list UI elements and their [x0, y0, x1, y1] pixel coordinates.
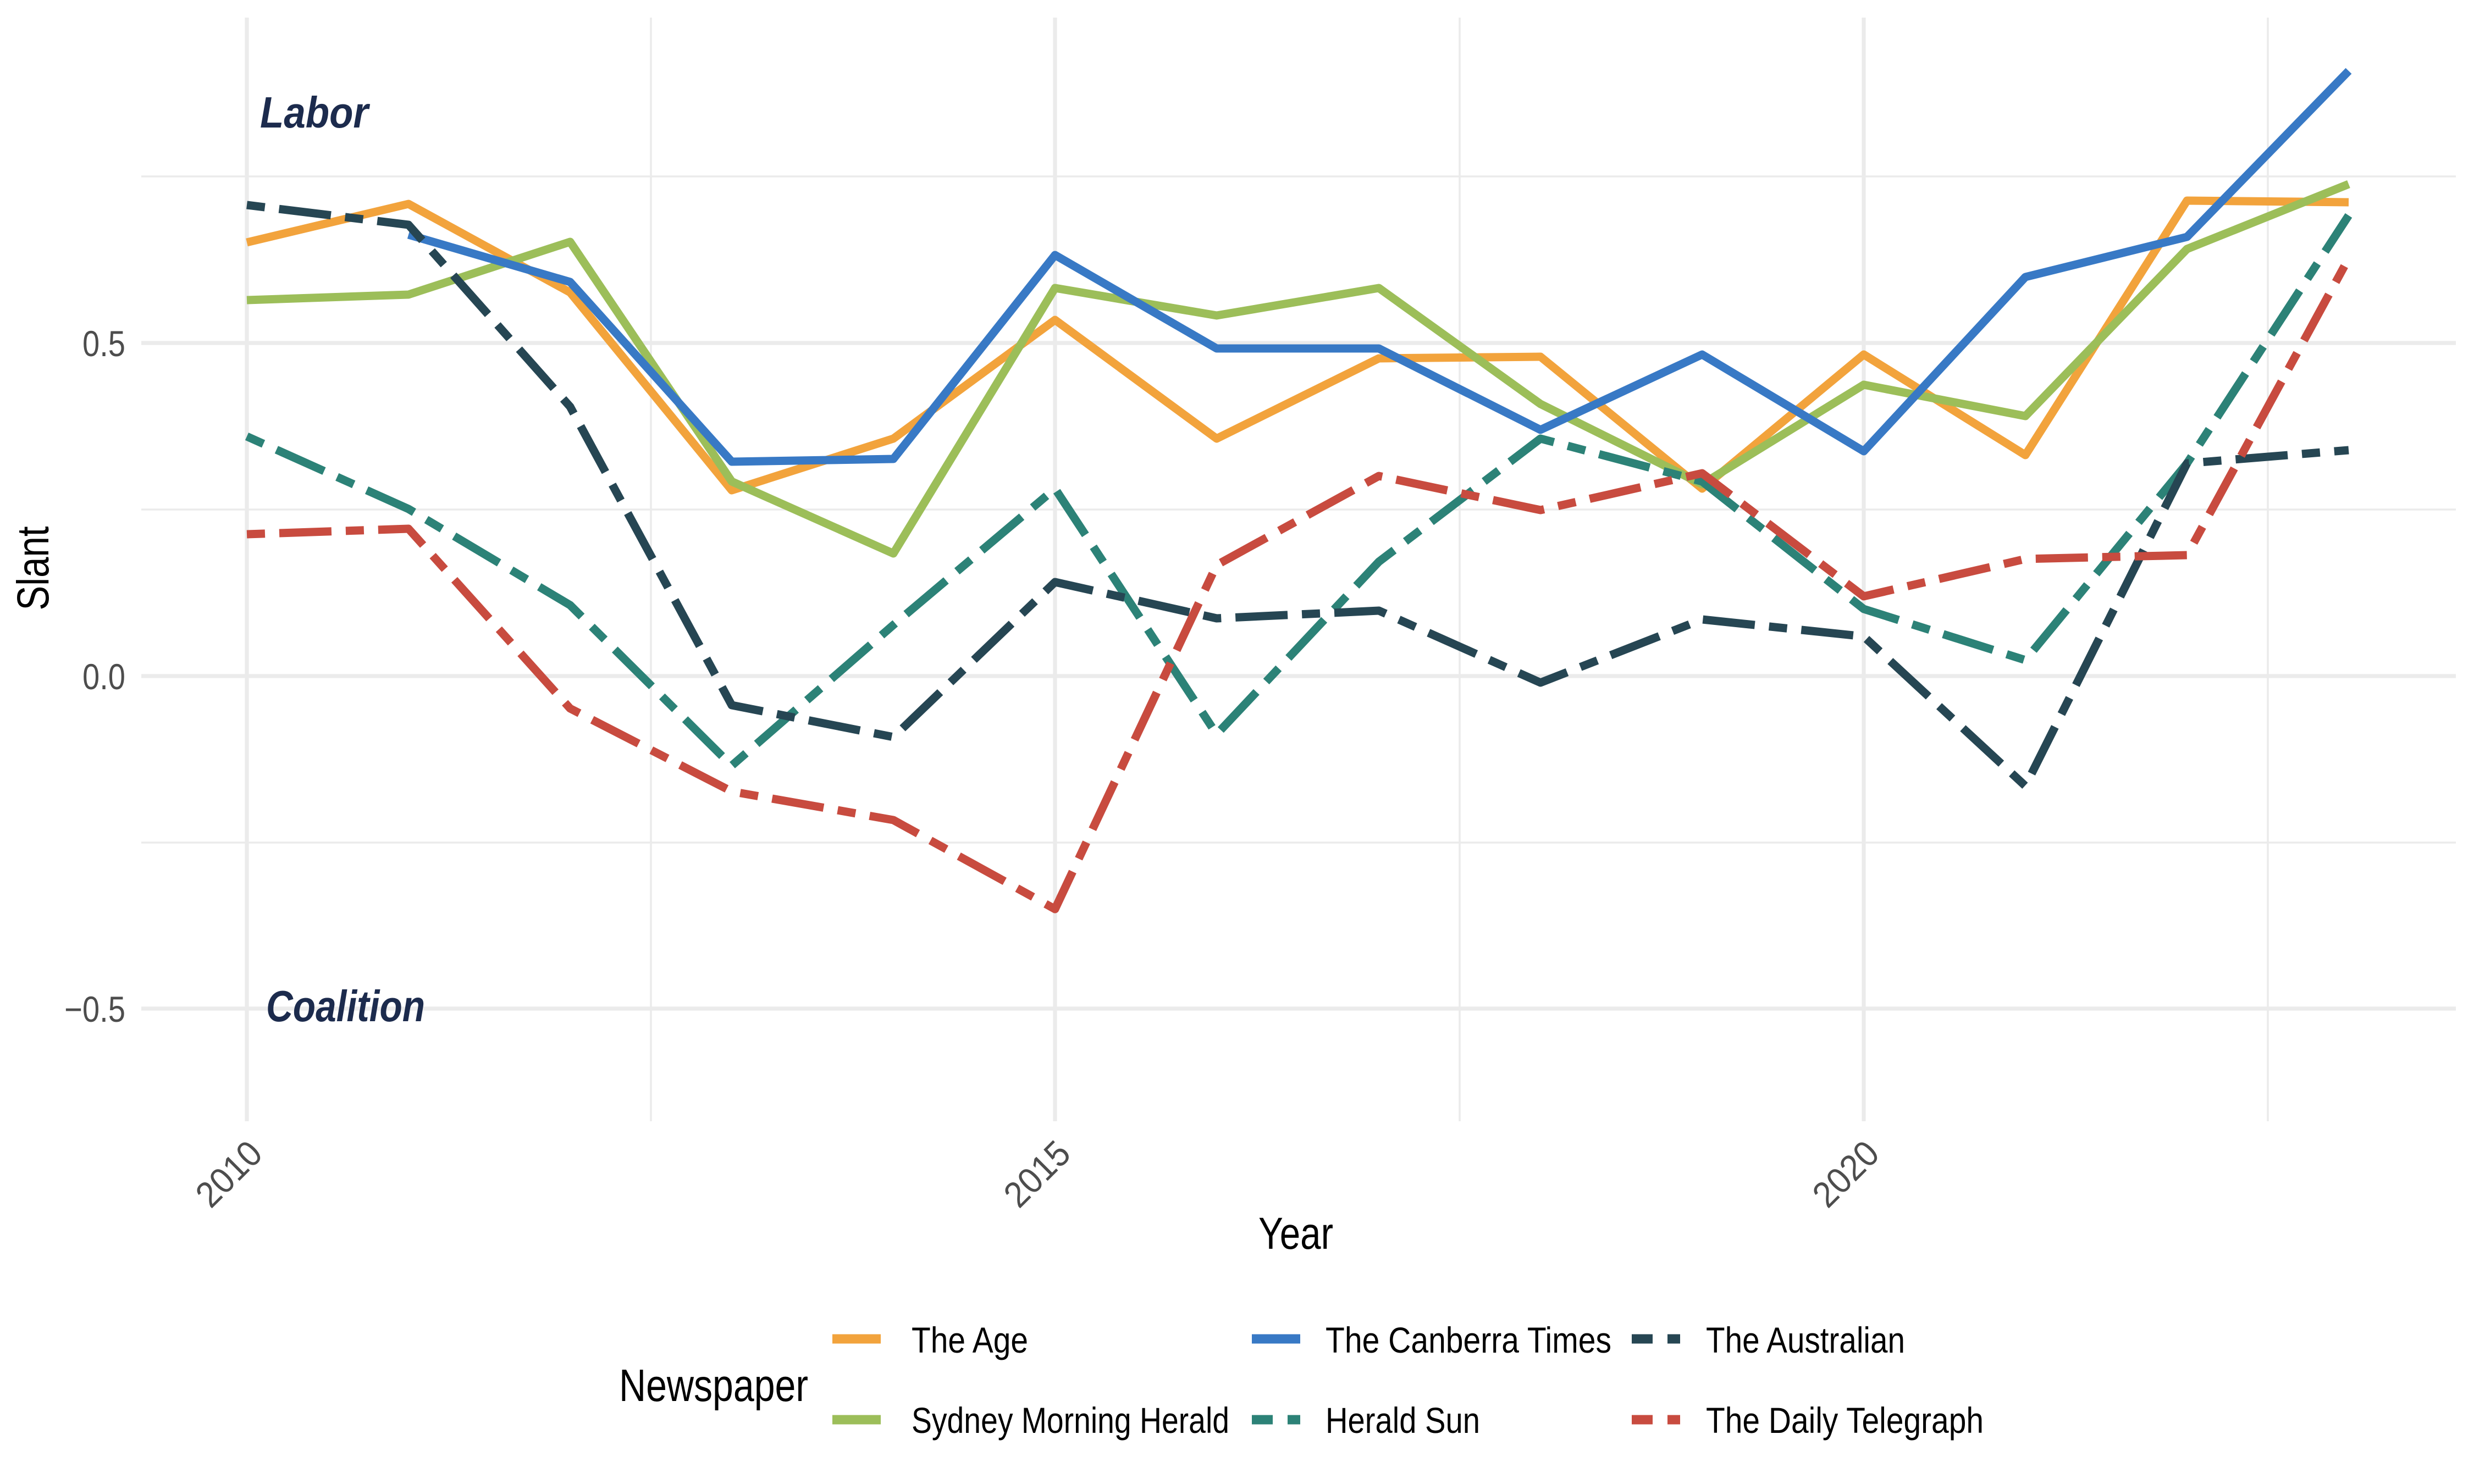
svg-text:Newspaper: Newspaper	[619, 1360, 808, 1411]
svg-text:0.0: 0.0	[82, 656, 125, 697]
svg-text:Year: Year	[1258, 1209, 1333, 1259]
svg-text:Labor: Labor	[260, 88, 370, 137]
svg-text:Slant: Slant	[8, 526, 58, 610]
svg-text:The Age: The Age	[912, 1320, 1028, 1360]
svg-text:The Canberra Times: The Canberra Times	[1326, 1320, 1611, 1360]
svg-text:The Australian: The Australian	[1706, 1320, 1905, 1360]
svg-text:Herald Sun: Herald Sun	[1326, 1400, 1480, 1441]
svg-text:Coalition: Coalition	[266, 982, 425, 1031]
svg-text:−0.5: −0.5	[64, 989, 125, 1029]
svg-text:Sydney Morning Herald: Sydney Morning Herald	[912, 1400, 1229, 1441]
svg-text:The Daily Telegraph: The Daily Telegraph	[1706, 1400, 1984, 1441]
svg-text:0.5: 0.5	[82, 323, 125, 364]
